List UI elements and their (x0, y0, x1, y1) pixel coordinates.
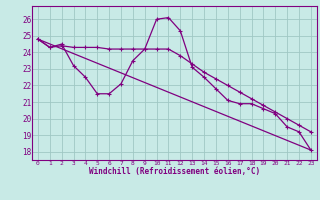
X-axis label: Windchill (Refroidissement éolien,°C): Windchill (Refroidissement éolien,°C) (89, 167, 260, 176)
